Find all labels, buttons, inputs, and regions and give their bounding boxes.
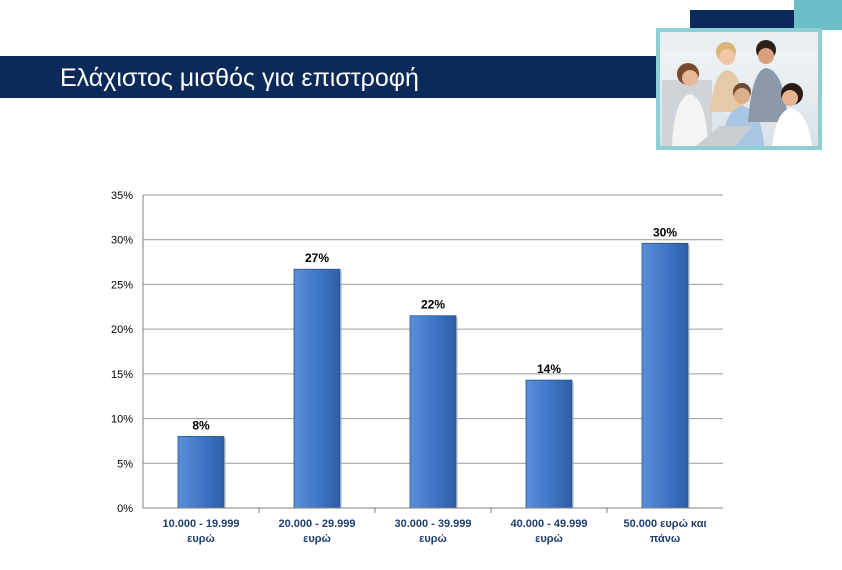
y-tick-label: 10% [111, 414, 133, 426]
bar [525, 379, 573, 509]
bar [293, 268, 341, 509]
x-category-label: 30.000 - 39.999 [394, 518, 471, 530]
x-category-label: 10.000 - 19.999 [162, 518, 239, 530]
data-labels: 8% 27% 22% 14% 30% [192, 225, 677, 432]
x-category-label: ευρώ [535, 533, 563, 545]
y-tick-label: 5% [117, 458, 133, 470]
x-category-label: 40.000 - 49.999 [510, 518, 587, 530]
x-category-label: ευρώ [187, 533, 215, 545]
decor-navy-block [690, 10, 794, 30]
data-label: 22% [421, 298, 445, 312]
y-tick-label: 20% [111, 324, 133, 336]
x-category-label: ευρώ [419, 533, 447, 545]
data-label: 14% [537, 362, 561, 376]
y-tick-label: 15% [111, 369, 133, 381]
x-category-label: 20.000 - 29.999 [278, 518, 355, 530]
x-category-label: 50.000 ευρώ και [623, 518, 706, 530]
decor-teal-block [794, 0, 842, 30]
title-banner [0, 56, 700, 98]
x-axis-labels: 10.000 - 19.999 ευρώ 20.000 - 29.999 ευρώ 30… [162, 508, 707, 545]
data-label: 8% [192, 418, 210, 432]
x-category-label: πάνω [650, 533, 680, 545]
x-category-label: ευρώ [303, 533, 331, 545]
y-tick-label: 25% [111, 279, 133, 291]
bar [641, 242, 689, 509]
team-photo [656, 28, 822, 150]
bar [409, 315, 457, 509]
bar [177, 436, 225, 509]
data-label: 27% [305, 251, 329, 265]
y-tick-label: 0% [117, 503, 133, 515]
y-axis-ticks: 0% 5% 10% 15% 20% 25% 30% 35% [111, 190, 144, 515]
data-label: 30% [653, 225, 677, 239]
team-photo-icon [660, 32, 818, 146]
slide-title: Ελάχιστος μισθός για επιστροφή [60, 64, 419, 92]
y-tick-label: 30% [111, 235, 133, 247]
y-tick-label: 35% [111, 190, 133, 202]
bars [177, 242, 690, 509]
